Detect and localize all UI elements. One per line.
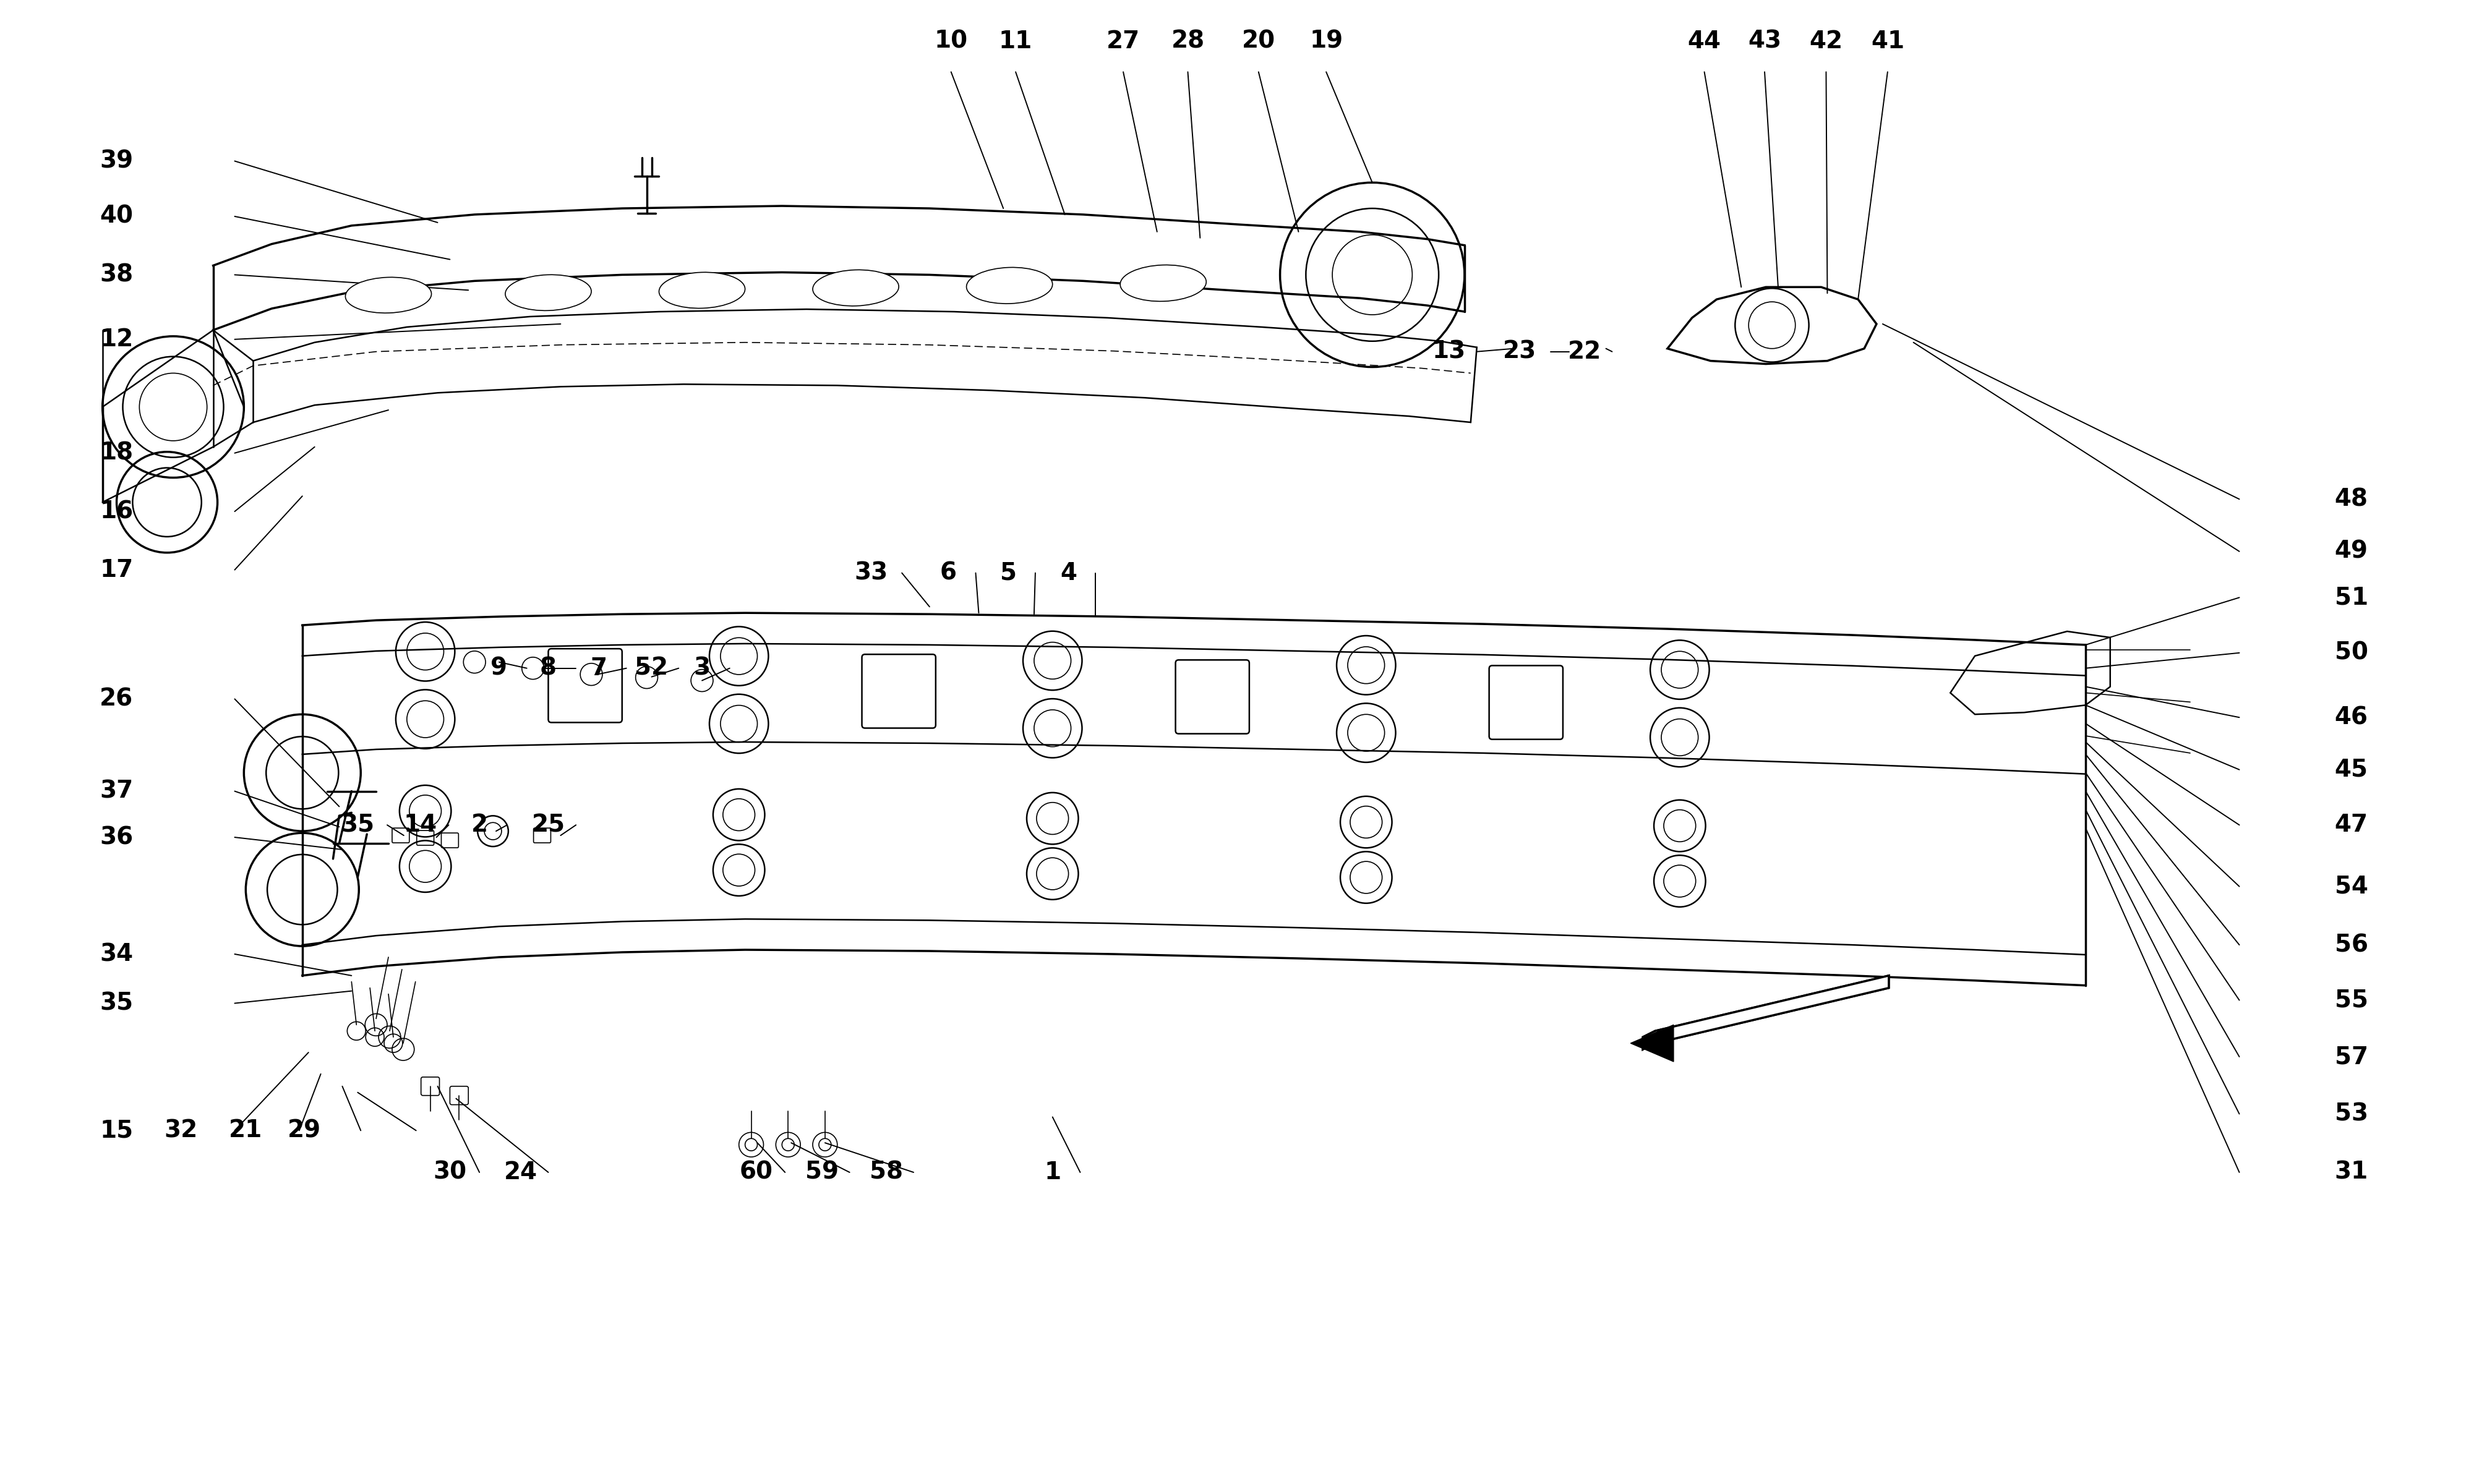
Text: 18: 18 <box>99 441 134 464</box>
Text: 46: 46 <box>2335 706 2368 729</box>
Text: 27: 27 <box>1106 30 1141 53</box>
Ellipse shape <box>814 270 898 306</box>
Text: 49: 49 <box>2335 540 2368 562</box>
Text: 35: 35 <box>341 813 374 837</box>
Text: 51: 51 <box>2335 586 2368 610</box>
Text: 53: 53 <box>2335 1103 2368 1126</box>
Text: 2: 2 <box>470 813 487 837</box>
Text: 9: 9 <box>490 656 507 680</box>
Text: 58: 58 <box>871 1160 903 1184</box>
Text: 37: 37 <box>99 779 134 803</box>
Text: 56: 56 <box>2335 933 2368 957</box>
Text: 31: 31 <box>2335 1160 2368 1184</box>
Text: 21: 21 <box>228 1119 262 1143</box>
Text: 50: 50 <box>2335 641 2368 665</box>
Text: 12: 12 <box>99 328 134 352</box>
Text: 15: 15 <box>99 1119 134 1143</box>
Text: 25: 25 <box>532 813 564 837</box>
Text: 6: 6 <box>940 561 957 585</box>
Polygon shape <box>1643 975 1888 1049</box>
Text: 23: 23 <box>1504 340 1536 364</box>
Text: 45: 45 <box>2335 758 2368 782</box>
Text: 48: 48 <box>2335 487 2368 510</box>
Text: 13: 13 <box>1432 340 1467 364</box>
Text: 8: 8 <box>539 656 557 680</box>
Ellipse shape <box>1121 266 1207 301</box>
Text: 42: 42 <box>1808 30 1843 53</box>
Text: 5: 5 <box>999 561 1017 585</box>
Text: 22: 22 <box>1569 340 1601 364</box>
Text: 41: 41 <box>1870 30 1905 53</box>
Text: 32: 32 <box>163 1119 198 1143</box>
Text: 28: 28 <box>1170 30 1205 53</box>
Text: 52: 52 <box>636 656 668 680</box>
Text: 40: 40 <box>99 205 134 229</box>
Text: 1: 1 <box>1044 1160 1061 1184</box>
Text: 55: 55 <box>2335 988 2368 1012</box>
Ellipse shape <box>967 267 1051 304</box>
Ellipse shape <box>505 275 591 310</box>
Text: 16: 16 <box>99 500 134 524</box>
Text: 20: 20 <box>1242 30 1274 53</box>
Text: 36: 36 <box>99 825 134 849</box>
Text: 57: 57 <box>2335 1045 2368 1068</box>
Text: 54: 54 <box>2335 874 2368 898</box>
Text: 47: 47 <box>2335 813 2368 837</box>
Text: 10: 10 <box>935 30 967 53</box>
Text: 33: 33 <box>854 561 888 585</box>
Ellipse shape <box>658 272 745 309</box>
Text: 7: 7 <box>591 656 606 680</box>
Text: 3: 3 <box>693 656 710 680</box>
Text: 19: 19 <box>1309 30 1343 53</box>
Text: 43: 43 <box>1747 30 1781 53</box>
Text: 59: 59 <box>804 1160 839 1184</box>
Text: 11: 11 <box>999 30 1032 53</box>
Text: 14: 14 <box>403 813 438 837</box>
Text: 39: 39 <box>99 150 134 172</box>
Text: 35: 35 <box>99 991 134 1015</box>
Text: 44: 44 <box>1687 30 1722 53</box>
Text: 38: 38 <box>99 263 134 286</box>
Text: 26: 26 <box>99 687 134 711</box>
Text: 24: 24 <box>505 1160 537 1184</box>
Text: 34: 34 <box>99 942 134 966</box>
Polygon shape <box>1630 1025 1672 1061</box>
Text: 17: 17 <box>99 558 134 582</box>
Text: 30: 30 <box>433 1160 468 1184</box>
Text: 60: 60 <box>740 1160 772 1184</box>
Text: 4: 4 <box>1061 561 1076 585</box>
Text: 29: 29 <box>287 1119 322 1143</box>
Ellipse shape <box>346 278 430 313</box>
